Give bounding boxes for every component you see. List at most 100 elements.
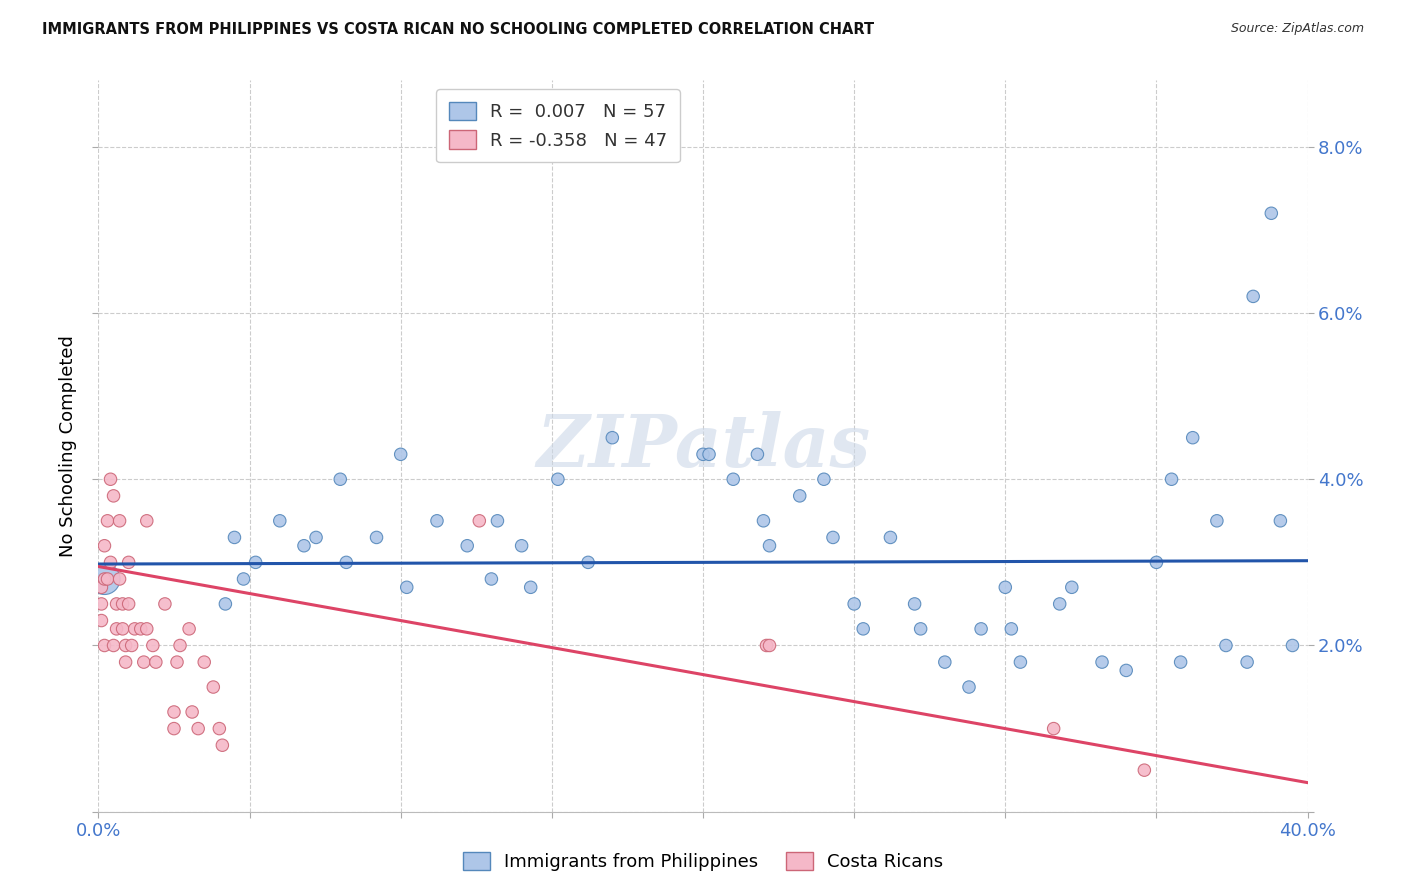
Point — [118, 597, 141, 611]
Point — [957, 680, 980, 694]
Point — [1236, 655, 1258, 669]
Point — [486, 514, 509, 528]
Point — [202, 680, 225, 694]
Point — [389, 447, 412, 461]
Point — [813, 472, 835, 486]
Point — [904, 597, 927, 611]
Point — [934, 655, 956, 669]
Point — [395, 580, 418, 594]
Point — [214, 597, 236, 611]
Point — [93, 639, 115, 653]
Point — [1270, 514, 1292, 528]
Point — [519, 580, 541, 594]
Point — [142, 639, 165, 653]
Point — [752, 514, 775, 528]
Point — [90, 597, 112, 611]
Point — [111, 622, 134, 636]
Point — [93, 572, 115, 586]
Point — [821, 530, 844, 544]
Text: Source: ZipAtlas.com: Source: ZipAtlas.com — [1230, 22, 1364, 36]
Point — [108, 572, 131, 586]
Point — [121, 639, 143, 653]
Point — [879, 530, 901, 544]
Point — [211, 738, 233, 752]
Point — [970, 622, 993, 636]
Point — [111, 597, 134, 611]
Point — [789, 489, 811, 503]
Point — [1206, 514, 1229, 528]
Point — [100, 555, 122, 569]
Point — [1241, 289, 1264, 303]
Point — [124, 622, 146, 636]
Point — [1115, 664, 1137, 678]
Point — [163, 705, 186, 719]
Text: ZIPatlas: ZIPatlas — [536, 410, 870, 482]
Point — [426, 514, 449, 528]
Point — [305, 530, 328, 544]
Point — [96, 514, 118, 528]
Point — [93, 572, 115, 586]
Point — [468, 514, 491, 528]
Point — [1042, 722, 1064, 736]
Point — [114, 655, 136, 669]
Point — [692, 447, 714, 461]
Point — [208, 722, 231, 736]
Point — [224, 530, 246, 544]
Point — [1091, 655, 1114, 669]
Point — [852, 622, 875, 636]
Point — [1049, 597, 1071, 611]
Point — [292, 539, 315, 553]
Point — [1144, 555, 1167, 569]
Point — [96, 572, 118, 586]
Point — [153, 597, 176, 611]
Legend: R =  0.007   N = 57, R = -0.358   N = 47: R = 0.007 N = 57, R = -0.358 N = 47 — [436, 89, 681, 162]
Point — [179, 622, 201, 636]
Point — [1010, 655, 1032, 669]
Point — [193, 655, 215, 669]
Point — [90, 614, 112, 628]
Point — [1170, 655, 1192, 669]
Point — [747, 447, 769, 461]
Point — [1181, 431, 1204, 445]
Point — [269, 514, 291, 528]
Text: IMMIGRANTS FROM PHILIPPINES VS COSTA RICAN NO SCHOOLING COMPLETED CORRELATION CH: IMMIGRANTS FROM PHILIPPINES VS COSTA RIC… — [42, 22, 875, 37]
Point — [1281, 639, 1303, 653]
Point — [758, 539, 780, 553]
Point — [329, 472, 352, 486]
Point — [103, 489, 125, 503]
Point — [245, 555, 267, 569]
Point — [105, 622, 128, 636]
Point — [108, 514, 131, 528]
Point — [187, 722, 209, 736]
Point — [132, 655, 155, 669]
Point — [1260, 206, 1282, 220]
Point — [366, 530, 388, 544]
Point — [755, 639, 778, 653]
Point — [114, 639, 136, 653]
Point — [166, 655, 188, 669]
Point — [910, 622, 932, 636]
Point — [105, 597, 128, 611]
Point — [1000, 622, 1022, 636]
Point — [456, 539, 478, 553]
Legend: Immigrants from Philippines, Costa Ricans: Immigrants from Philippines, Costa Rican… — [456, 845, 950, 879]
Point — [145, 655, 167, 669]
Point — [232, 572, 254, 586]
Point — [93, 539, 115, 553]
Point — [994, 580, 1017, 594]
Point — [100, 472, 122, 486]
Point — [576, 555, 599, 569]
Point — [118, 555, 141, 569]
Point — [1133, 763, 1156, 777]
Point — [758, 639, 780, 653]
Y-axis label: No Schooling Completed: No Schooling Completed — [59, 335, 77, 557]
Point — [135, 622, 157, 636]
Point — [723, 472, 745, 486]
Point — [169, 639, 191, 653]
Point — [697, 447, 720, 461]
Point — [135, 514, 157, 528]
Point — [335, 555, 357, 569]
Point — [163, 722, 186, 736]
Point — [844, 597, 866, 611]
Point — [602, 431, 624, 445]
